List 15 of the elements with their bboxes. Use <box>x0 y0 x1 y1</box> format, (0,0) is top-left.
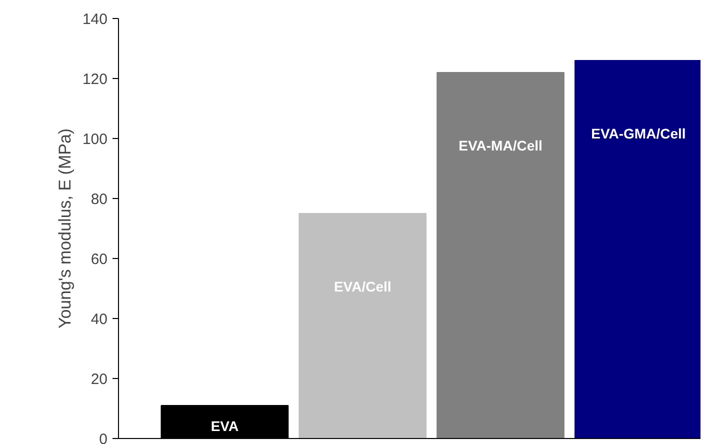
bar <box>436 72 564 438</box>
bar <box>298 213 427 438</box>
y-tick-label: 80 <box>90 191 108 208</box>
y-tick-label: 100 <box>82 131 108 148</box>
y-tick-label: 140 <box>82 11 108 28</box>
y-tick-label: 40 <box>90 311 108 328</box>
y-tick-label: 0 <box>99 431 108 444</box>
x-tick-label: EVA-MA/Cell <box>458 138 542 154</box>
y-tick-label: 120 <box>82 71 108 88</box>
y-axis-title: Young's modulus, E (MPa) <box>55 128 74 329</box>
x-tick-label: EVA/Cell <box>334 278 392 294</box>
x-tick-label: EVA <box>210 418 239 434</box>
y-tick-label: 60 <box>90 251 108 268</box>
y-tick-label: 20 <box>90 371 108 388</box>
x-tick-label: EVA-GMA/Cell <box>591 126 686 142</box>
